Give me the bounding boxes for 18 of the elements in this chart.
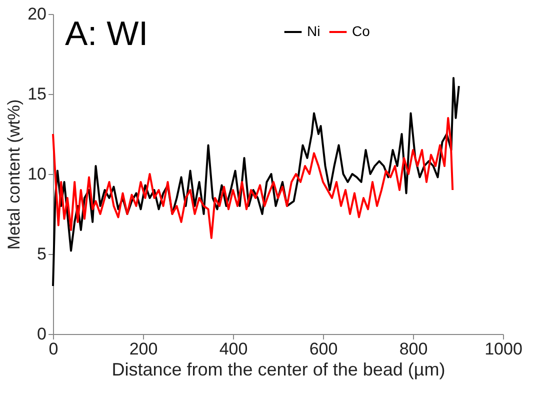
chart-title: A: WI (65, 15, 148, 53)
x-axis-title: Distance from the center of the bead (µm) (112, 360, 446, 380)
y-tick-label: 0 (37, 324, 46, 344)
x-tick-label: 600 (309, 340, 338, 358)
x-tick-label: 200 (129, 340, 158, 358)
legend-label: Ni (307, 23, 320, 39)
x-tick-label: 800 (399, 340, 428, 358)
legend-label: Co (352, 23, 370, 39)
x-tick-label: 1000 (484, 340, 522, 358)
y-tick-label: 20 (28, 4, 46, 24)
x-tick-label: 400 (219, 340, 248, 358)
x-tick-label: 0 (48, 340, 58, 358)
y-tick-label: 10 (28, 164, 46, 184)
y-axis-title: Metal content (wt%) (4, 99, 24, 250)
line-series (52, 77, 460, 287)
y-tick-label: 15 (28, 84, 46, 104)
y-tick-label: 5 (37, 244, 46, 264)
line-series (52, 117, 454, 239)
